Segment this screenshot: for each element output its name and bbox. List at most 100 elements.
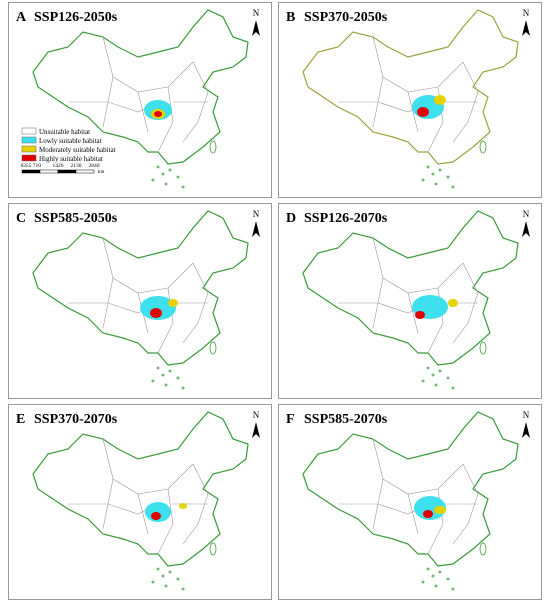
island: [434, 182, 438, 186]
province-border: [372, 76, 384, 128]
island: [164, 383, 168, 387]
island: [176, 577, 180, 581]
scale-segment: [57, 169, 77, 174]
panel-title: SSP585-2050s: [34, 211, 118, 226]
north-arrow: N: [252, 209, 260, 237]
north-arrow-shape: [252, 20, 260, 36]
island: [176, 376, 180, 380]
north-arrow-shape: [252, 422, 260, 438]
province-border: [407, 292, 419, 334]
habitat-moderate: [448, 299, 458, 307]
island: [426, 567, 430, 571]
province-border: [157, 86, 174, 153]
province-border: [182, 61, 209, 143]
island: [161, 574, 165, 578]
country-outline: [32, 210, 249, 366]
scale-label: 355 710: [23, 163, 41, 169]
panel-title: SSP585-2070s: [304, 412, 388, 427]
north-arrow-shape: [522, 20, 530, 36]
island: [431, 373, 435, 377]
map: [302, 411, 519, 591]
province-border: [182, 463, 209, 545]
panel-letter: C: [16, 211, 26, 226]
country-outline: [32, 9, 249, 165]
province-border: [102, 76, 114, 128]
panel-letter: E: [16, 412, 25, 427]
legend-swatch: [21, 154, 37, 162]
country-outline: [302, 210, 519, 366]
island: [451, 386, 455, 390]
island: [209, 140, 217, 154]
island: [156, 366, 160, 370]
habitat-low: [414, 496, 446, 520]
island: [156, 165, 160, 169]
island: [176, 175, 180, 179]
island: [434, 383, 438, 387]
panel-letter: B: [286, 10, 295, 25]
province-border: [102, 478, 114, 530]
island: [209, 341, 217, 355]
island: [168, 168, 172, 172]
north-label: N: [253, 410, 260, 420]
habitat-low: [140, 296, 176, 320]
island: [421, 178, 425, 182]
habitat-moderate: [434, 95, 446, 105]
island: [209, 542, 217, 556]
island: [431, 574, 435, 578]
country-outline: [302, 411, 519, 567]
scale-label: 1420: [53, 163, 64, 169]
north-arrow-shape: [522, 221, 530, 237]
island: [161, 373, 165, 377]
province-border: [372, 478, 384, 530]
island: [438, 168, 442, 172]
scale-label: 0: [21, 163, 24, 169]
scale-label: 2840: [89, 163, 100, 169]
panel: E SSP370-2070s N: [8, 404, 272, 600]
island: [181, 185, 185, 189]
island: [426, 165, 430, 169]
province-border: [452, 61, 479, 143]
map: [302, 9, 519, 189]
island: [168, 570, 172, 574]
map: [32, 411, 249, 591]
island: [431, 172, 435, 176]
island: [421, 580, 425, 584]
habitat-moderate: [168, 299, 178, 307]
island: [438, 369, 442, 373]
island: [164, 584, 168, 588]
island: [451, 587, 455, 591]
scale-unit: km: [98, 170, 105, 175]
province-border: [372, 277, 384, 329]
province-border: [407, 493, 419, 535]
north-arrow: N: [252, 410, 260, 438]
country-outline: [32, 411, 249, 567]
habitat-high: [154, 111, 162, 117]
island: [438, 570, 442, 574]
north-arrow: N: [252, 8, 260, 36]
north-arrow-shape: [522, 422, 530, 438]
panel: B SSP370-2050s N: [278, 2, 542, 198]
panel-letter: F: [286, 412, 295, 427]
legend-label: Unsuitable habitat: [39, 128, 90, 136]
island: [181, 587, 185, 591]
north-label: N: [253, 8, 260, 18]
map: [32, 210, 249, 390]
habitat-high: [150, 308, 162, 318]
panel: F SSP585-2070s N: [278, 404, 542, 600]
island: [446, 175, 450, 179]
island: [164, 182, 168, 186]
north-arrow: N: [522, 8, 530, 36]
panel: C SSP585-2050s N: [8, 203, 272, 399]
province-border: [137, 91, 149, 133]
island: [421, 379, 425, 383]
island: [446, 376, 450, 380]
province-border: [102, 277, 114, 329]
province-border: [452, 262, 479, 344]
province-border: [157, 488, 174, 555]
north-arrow: N: [522, 410, 530, 438]
scale-segment: [21, 169, 41, 174]
scale-segment: [39, 169, 59, 174]
province-border: [182, 262, 209, 344]
scale-segment: [75, 169, 95, 174]
